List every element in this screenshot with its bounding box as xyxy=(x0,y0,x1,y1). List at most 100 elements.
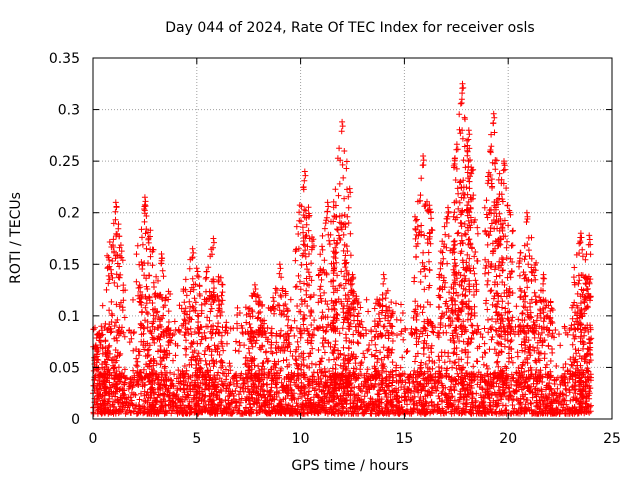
data-point xyxy=(143,370,150,377)
data-point xyxy=(410,379,416,386)
data-point xyxy=(430,329,437,336)
data-point xyxy=(131,329,138,335)
data-point xyxy=(106,350,113,357)
data-point xyxy=(268,329,274,336)
data-point xyxy=(466,408,473,415)
data-point xyxy=(158,323,165,330)
data-point xyxy=(400,336,407,343)
data-point xyxy=(577,400,584,407)
data-point xyxy=(215,369,222,376)
data-point xyxy=(294,338,301,345)
data-point xyxy=(122,287,129,294)
data-point xyxy=(529,394,536,401)
data-point xyxy=(195,397,202,404)
data-point xyxy=(492,327,499,334)
data-point xyxy=(435,393,442,399)
data-point xyxy=(140,338,147,345)
data-point xyxy=(408,396,415,403)
data-point xyxy=(403,348,410,355)
data-point xyxy=(554,385,561,392)
data-point xyxy=(148,357,155,364)
data-point xyxy=(144,374,151,381)
data-point xyxy=(358,396,365,403)
data-point xyxy=(103,361,110,368)
data-point xyxy=(188,398,195,405)
data-point xyxy=(255,392,262,399)
data-point xyxy=(430,409,437,416)
data-point xyxy=(364,366,371,373)
data-point xyxy=(364,381,371,388)
data-point xyxy=(266,410,272,416)
data-point xyxy=(389,330,396,337)
data-point xyxy=(191,329,198,335)
data-point xyxy=(317,397,324,404)
data-point xyxy=(390,409,396,416)
data-point xyxy=(539,379,546,385)
data-point xyxy=(162,402,169,408)
data-point xyxy=(587,408,594,415)
data-point xyxy=(378,396,385,403)
data-point xyxy=(491,346,498,353)
data-point xyxy=(401,397,408,404)
data-point xyxy=(254,396,260,403)
data-point xyxy=(234,320,240,327)
data-point xyxy=(127,375,134,382)
data-point xyxy=(363,296,370,303)
data-point xyxy=(97,382,103,389)
data-point xyxy=(552,327,559,333)
data-point xyxy=(510,374,517,381)
data-point xyxy=(477,331,484,337)
data-point xyxy=(306,380,313,387)
data-point xyxy=(96,372,103,379)
data-point xyxy=(237,342,243,349)
data-point xyxy=(352,360,359,367)
data-point xyxy=(136,348,143,355)
data-point xyxy=(288,369,295,376)
data-point xyxy=(527,400,534,406)
data-point xyxy=(130,296,136,303)
data-point xyxy=(234,304,241,311)
data-point xyxy=(113,408,120,415)
data-point xyxy=(106,342,113,349)
data-point xyxy=(411,367,418,374)
data-point xyxy=(553,363,560,369)
data-point xyxy=(393,378,400,385)
data-point xyxy=(368,351,375,358)
data-point xyxy=(384,383,391,390)
data-point xyxy=(389,359,396,366)
data-point xyxy=(510,328,517,335)
data-point xyxy=(99,364,106,371)
data-point xyxy=(134,378,141,384)
data-point xyxy=(308,399,314,406)
data-point xyxy=(117,242,124,249)
data-point xyxy=(199,392,206,399)
data-point xyxy=(474,405,480,412)
data-point xyxy=(361,393,368,400)
data-point xyxy=(167,401,174,408)
data-point xyxy=(112,216,119,223)
data-point xyxy=(188,331,195,338)
data-point xyxy=(533,392,539,398)
data-point xyxy=(394,402,400,409)
data-point xyxy=(533,410,540,417)
data-point xyxy=(126,383,133,390)
data-point xyxy=(112,208,119,215)
data-point xyxy=(235,391,242,398)
data-point xyxy=(209,390,215,397)
data-point xyxy=(227,379,234,386)
data-point xyxy=(94,401,101,408)
data-point xyxy=(131,374,138,381)
data-point xyxy=(232,387,239,394)
data-point xyxy=(259,403,266,410)
data-point xyxy=(136,352,142,359)
data-point xyxy=(425,380,432,387)
data-point xyxy=(106,257,113,263)
data-point xyxy=(119,307,126,314)
data-point xyxy=(138,302,145,308)
data-point xyxy=(360,350,367,357)
data-point xyxy=(156,384,163,391)
data-point xyxy=(171,391,178,398)
data-point xyxy=(201,405,208,411)
data-point xyxy=(393,367,399,374)
data-point xyxy=(233,338,239,345)
